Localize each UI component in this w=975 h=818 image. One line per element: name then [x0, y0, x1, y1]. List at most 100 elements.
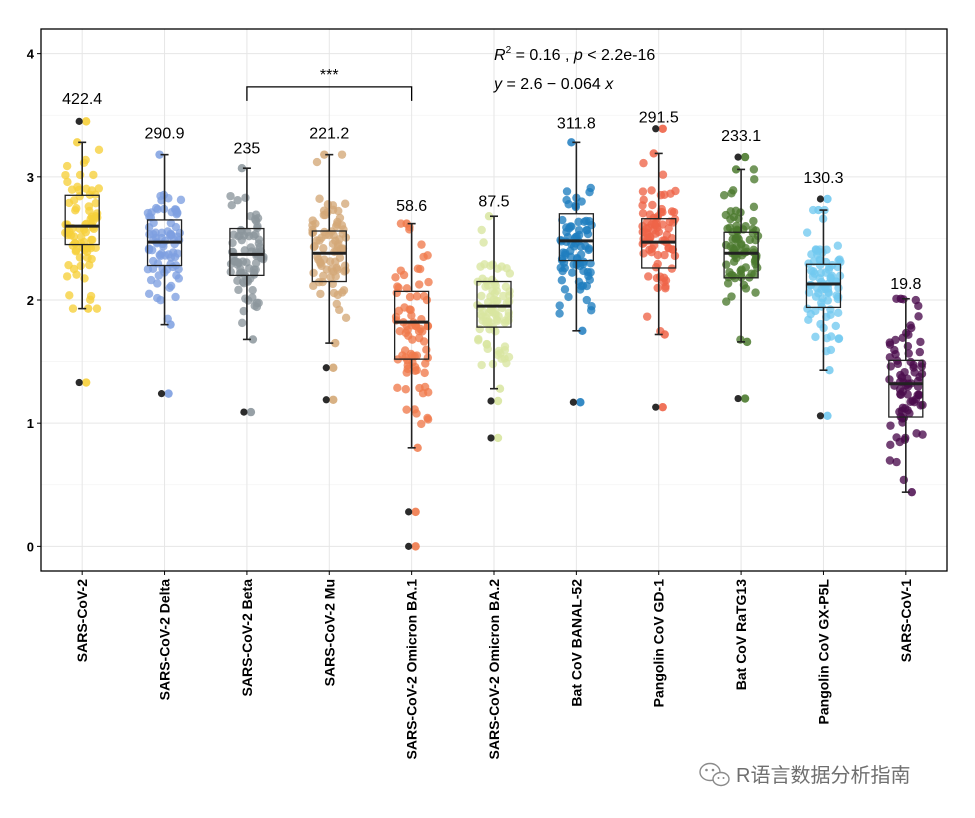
data-point: [402, 368, 411, 377]
data-point: [419, 337, 429, 346]
data-point: [411, 542, 420, 551]
data-point: [417, 240, 426, 249]
data-point: [823, 194, 832, 204]
data-point: [423, 353, 433, 362]
data-point: [147, 245, 157, 255]
significance-bracket: ***: [246, 67, 413, 101]
data-point: [586, 268, 595, 277]
y-axis: 0 1 2 3 4: [27, 47, 41, 554]
data-point: [308, 228, 318, 237]
data-point: [164, 194, 173, 203]
data-point: [423, 413, 432, 423]
outlier-point: [816, 412, 825, 420]
data-point: [826, 274, 835, 283]
data-point: [144, 223, 154, 232]
data-point: [916, 337, 925, 347]
data-point: [658, 170, 668, 179]
data-point: [335, 213, 345, 223]
data-point: [316, 289, 325, 299]
box-iqr: [805, 263, 842, 309]
data-point: [555, 309, 564, 318]
data-point: [420, 368, 429, 378]
outlier-point: [652, 125, 660, 133]
data-point: [732, 253, 741, 263]
outlier-point: [240, 408, 248, 416]
data-point: [403, 325, 412, 335]
data-point: [726, 207, 735, 216]
data-point: [914, 390, 924, 399]
data-point: [493, 396, 503, 406]
x-tick-label: SARS-CoV-2 Omicron BA.1: [404, 579, 420, 760]
data-point: [824, 288, 833, 298]
box-iqr: [888, 359, 924, 418]
stat-annotation: R2 = 0.16 , p < 2.2e-16 y = 2.6 − 0.064 …: [493, 45, 655, 93]
outlier-point: [487, 397, 495, 405]
data-point: [309, 268, 318, 278]
data-point: [474, 334, 483, 344]
data-point: [802, 228, 812, 237]
outlier-point: [652, 403, 660, 411]
data-point: [653, 283, 662, 293]
data-point: [477, 225, 486, 235]
data-point: [89, 170, 98, 180]
data-point: [664, 224, 673, 233]
data-point: [903, 374, 912, 383]
data-point: [410, 405, 419, 414]
data-point: [146, 275, 156, 285]
x-tick-label: Bat CoV BANAL-52: [568, 579, 584, 707]
data-point: [81, 378, 91, 387]
box-iqr: [393, 290, 430, 360]
outlier-point: [734, 394, 742, 403]
r-squared-text: R2 = 0.16 , p < 2.2e-16: [494, 45, 655, 64]
data-point: [644, 272, 653, 281]
data-point: [63, 177, 72, 187]
top-value-label: 235: [234, 140, 261, 157]
data-point: [77, 232, 86, 241]
data-point: [811, 332, 820, 342]
data-point: [910, 368, 919, 377]
data-point: [391, 273, 400, 282]
data-point: [481, 318, 491, 327]
data-point: [907, 487, 917, 497]
data-point: [67, 185, 77, 194]
data-point: [886, 421, 895, 430]
data-point: [166, 281, 176, 291]
data-point: [91, 212, 100, 221]
data-point: [833, 308, 843, 317]
data-point: [478, 274, 487, 283]
data-point: [329, 395, 338, 404]
data-point: [502, 264, 511, 273]
top-value-label: 311.8: [557, 116, 596, 133]
data-point: [748, 228, 758, 238]
data-point: [91, 243, 100, 253]
data-point: [331, 338, 340, 348]
data-point: [728, 186, 738, 195]
data-point: [69, 264, 79, 274]
data-point: [740, 152, 750, 162]
data-point: [575, 230, 584, 240]
data-point: [395, 327, 405, 336]
data-point: [731, 234, 741, 243]
data-point: [568, 268, 577, 277]
data-point: [493, 433, 503, 443]
data-point: [486, 261, 495, 270]
outlier-point: [75, 117, 83, 125]
data-point: [567, 138, 576, 147]
data-point: [250, 215, 260, 224]
data-point: [417, 419, 426, 429]
data-point: [166, 218, 176, 228]
y-tick-label: 4: [27, 47, 35, 62]
data-point: [814, 205, 823, 215]
data-point: [655, 272, 665, 281]
x-tick-label: SARS-CoV-2 Omicron BA.2: [486, 579, 502, 760]
data-point: [245, 264, 254, 273]
data-point: [555, 301, 564, 310]
data-point: [407, 311, 416, 320]
data-point: [320, 255, 329, 264]
data-point: [339, 286, 349, 295]
data-point: [915, 347, 925, 357]
data-point: [646, 233, 655, 242]
box-iqr: [311, 230, 347, 283]
data-point: [723, 279, 733, 288]
data-point: [423, 251, 432, 260]
